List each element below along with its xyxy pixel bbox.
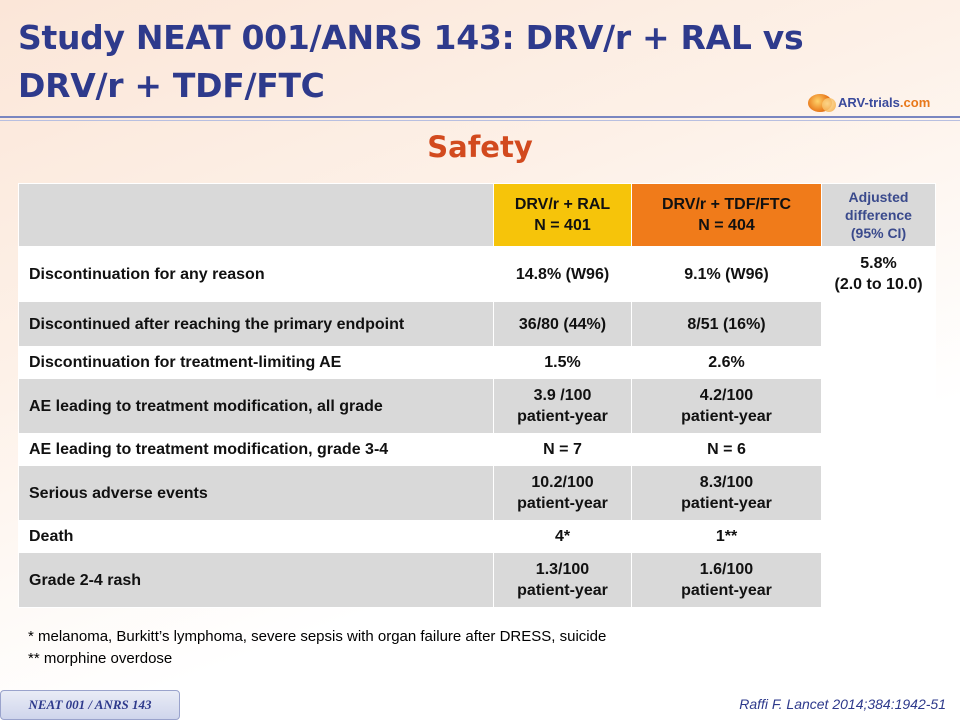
cell-adj (821, 552, 936, 608)
table-row: Discontinued after reaching the primary … (18, 301, 936, 347)
cell-ral: 36/80 (44%) (493, 301, 632, 347)
footnote-overdose: ** morphine overdose (28, 650, 173, 667)
table-row: Death 4* 1** (18, 520, 936, 553)
cell-tdf: 1.6/100 patient-year (631, 552, 822, 608)
cell-tdf-unit: patient-year (681, 495, 772, 512)
table-row: Discontinuation for treatment-limiting A… (18, 346, 936, 379)
cell-tdf: N = 6 (631, 433, 822, 466)
table-row: Discontinuation for any reason 14.8% (W9… (18, 246, 936, 302)
logo-text-main: ARV-trials (838, 95, 900, 110)
slide-title-line1: Study NEAT 001/ANRS 143: DRV/r + RAL vs (18, 18, 804, 57)
table-header-row: DRV/r + RAL N = 401 DRV/r + TDF/FTC N = … (18, 183, 936, 247)
cell-tdf-value: 9.1% (W96) (684, 265, 769, 283)
header-drv-tdf-n: N = 404 (698, 217, 755, 234)
cell-ral: 10.2/100 patient-year (493, 465, 632, 521)
cell-ral: N = 7 (493, 433, 632, 466)
cell-adj (821, 520, 936, 553)
cell-ral: 1.3/100 patient-year (493, 552, 632, 608)
arv-trials-logo: ARV-trials.com (808, 92, 948, 114)
cell-tdf: 2.6% (631, 346, 822, 379)
citation: Raffi F. Lancet 2014;384:1942-51 (739, 696, 946, 712)
row-label: Discontinued after reaching the primary … (18, 301, 494, 347)
header-adj-line2: difference (845, 207, 912, 223)
cell-tdf-value: 1.6/100 (699, 561, 754, 578)
cell-adj (821, 378, 936, 434)
cell-adj (821, 346, 936, 379)
header-adjusted-difference: Adjusted difference (95% CI) (821, 183, 936, 247)
cell-adj (821, 465, 936, 521)
cell-adj-ci: (2.0 to 10.0) (834, 276, 923, 293)
table-row: AE leading to treatment modification, al… (18, 378, 936, 434)
cell-tdf-unit: patient-year (681, 408, 772, 425)
header-adj-line3: (95% CI) (850, 225, 907, 241)
row-label: Discontinuation for any reason (18, 246, 494, 302)
header-adj-line1: Adjusted (848, 189, 909, 205)
cell-ral-unit: patient-year (517, 408, 608, 425)
cell-tdf: 9.1% (W96) (631, 246, 822, 302)
row-label: AE leading to treatment modification, al… (18, 378, 494, 434)
row-label: Discontinuation for treatment-limiting A… (18, 346, 494, 379)
header-blank-cell (18, 183, 494, 247)
cell-tdf: 8/51 (16%) (631, 301, 822, 347)
safety-table: DRV/r + RAL N = 401 DRV/r + TDF/FTC N = … (18, 183, 936, 608)
cell-tdf: 4.2/100 patient-year (631, 378, 822, 434)
footnote-death-causes: * melanoma, Burkitt’s lymphoma, severe s… (28, 628, 607, 645)
cell-ral-unit: patient-year (517, 495, 608, 512)
cell-tdf-value: 8.3/100 (699, 474, 754, 491)
logo-dot-icon (822, 98, 836, 112)
cell-ral-value: 14.8% (W96) (515, 265, 610, 283)
cell-ral-value: 1.3/100 (535, 561, 590, 578)
slide-title: Study NEAT 001/ANRS 143: DRV/r + RAL vs … (18, 14, 818, 110)
logo-text-domain: .com (899, 95, 931, 110)
footnotes: * melanoma, Burkitt’s lymphoma, severe s… (28, 626, 606, 670)
cell-ral: 1.5% (493, 346, 632, 379)
slide-title-line2: DRV/r + TDF/FTC (18, 66, 325, 105)
table-row: Serious adverse events 10.2/100 patient-… (18, 465, 936, 521)
title-divider (0, 116, 960, 118)
row-label: Serious adverse events (18, 465, 494, 521)
header-drv-tdf-name: DRV/r + TDF/FTC (661, 196, 792, 213)
cell-tdf-unit: patient-year (681, 582, 772, 599)
cell-adj-value: 5.8% (860, 255, 897, 272)
header-drv-ral-name: DRV/r + RAL (514, 196, 611, 213)
cell-ral: 3.9 /100 patient-year (493, 378, 632, 434)
cell-tdf: 1** (631, 520, 822, 553)
study-tag-badge: NEAT 001 / ANRS 143 (0, 690, 180, 720)
cell-ral-unit: patient-year (517, 582, 608, 599)
cell-adj (821, 301, 936, 347)
cell-ral-value: 3.9 /100 (533, 387, 592, 404)
title-divider-thin (0, 120, 960, 121)
header-drv-tdf: DRV/r + TDF/FTC N = 404 (631, 183, 822, 247)
section-heading: Safety (427, 130, 533, 164)
header-drv-ral: DRV/r + RAL N = 401 (493, 183, 632, 247)
cell-tdf: 8.3/100 patient-year (631, 465, 822, 521)
cell-ral: 4* (493, 520, 632, 553)
header-drv-ral-n: N = 401 (534, 217, 591, 234)
cell-tdf-value: 4.2/100 (699, 387, 754, 404)
cell-ral: 14.8% (W96) (493, 246, 632, 302)
table-row: AE leading to treatment modification, gr… (18, 433, 936, 466)
table-row: Grade 2-4 rash 1.3/100 patient-year 1.6/… (18, 552, 936, 608)
row-label: AE leading to treatment modification, gr… (18, 433, 494, 466)
cell-ral-value: 10.2/100 (531, 474, 594, 491)
cell-adj (821, 433, 936, 466)
cell-adj: 5.8% (2.0 to 10.0) (821, 246, 936, 302)
row-label: Grade 2-4 rash (18, 552, 494, 608)
logo-text: ARV-trials.com (838, 95, 930, 110)
row-label: Death (18, 520, 494, 553)
